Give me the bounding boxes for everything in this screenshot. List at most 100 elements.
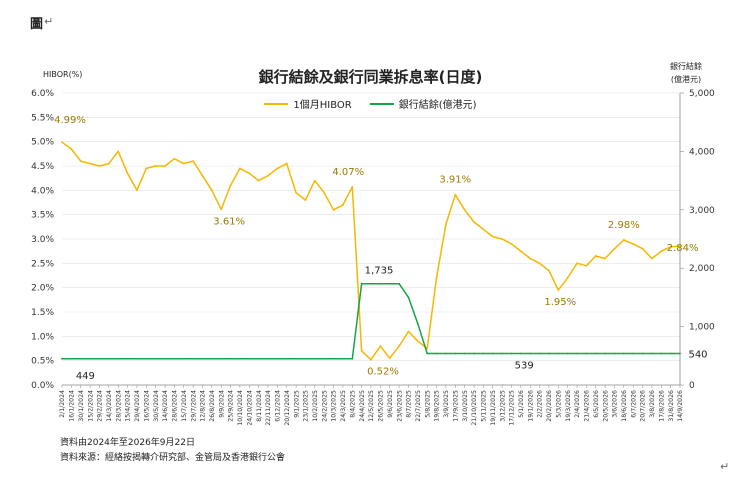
label-layer: 4.99% 3.61% 4.07% 0.52% 3.91% 1.95% 2.98% 2.84%… [54, 115, 707, 382]
hibor-point [641, 247, 644, 250]
hibor-point [501, 238, 503, 240]
hibor-point [566, 277, 569, 279]
x-tick-label: 18/6/2026 [621, 390, 628, 422]
balance-point [276, 357, 279, 360]
x-tick-label: 19/1/2026 [527, 390, 534, 422]
y-left-tick-label: 2.5% [31, 259, 54, 269]
x-tick-label: 9/9/2024 [218, 390, 225, 418]
data-label: 4.99% [54, 115, 86, 126]
y-left-tick-label: 4.0% [31, 186, 54, 196]
balance-point [220, 357, 223, 360]
x-tick-label: 8/4/2025 [349, 390, 356, 418]
x-tick-label: 17/8/2026 [658, 390, 665, 422]
hibor-point [548, 269, 550, 272]
x-tick-label: 17/12/2025 [509, 390, 516, 426]
x-tick-label: 22/7/2025 [415, 390, 422, 422]
hibor-point [576, 262, 578, 265]
note-source: 資料來源：經絡按揭轉介研究部、金管局及香港銀行公會 [60, 453, 286, 463]
balance-point [379, 282, 382, 285]
x-tick-label: 24/2/2025 [321, 390, 328, 422]
x-tick-label: 28/6/2024 [172, 390, 179, 422]
x-tick-label: 24/4/2025 [359, 390, 366, 422]
hibor-point [416, 340, 419, 343]
hibor-point [510, 242, 513, 245]
balance-point [651, 352, 653, 355]
balance-point [566, 352, 569, 355]
hibor-point [435, 277, 438, 279]
notes: 資料由2024年至2026年9月22日 資料來源：經絡按揭轉介研究部、金管局及香… [60, 436, 285, 466]
grid-layer [62, 92, 680, 361]
x-tick-label: 12/5/2025 [368, 390, 375, 422]
data-label: 2.98% [608, 220, 640, 231]
balance-point [548, 352, 550, 355]
balance-point [229, 357, 232, 360]
balance-point [192, 357, 194, 360]
x-tick-label: 5/1/2026 [518, 390, 525, 418]
chart-legend: 1個月HIBOR 銀行結餘(億港元) [0, 96, 741, 111]
hibor-point [519, 250, 522, 253]
balance-point [164, 357, 166, 360]
hibor-point [89, 162, 91, 165]
x-tick-label: 3/6/2026 [612, 390, 619, 418]
balance-point [604, 352, 606, 355]
x-tick-label: 20/12/2024 [284, 390, 291, 426]
hibor-point [426, 347, 429, 350]
x-tick-label: 28/3/2024 [115, 390, 122, 422]
paragraph-mark-icon: ↵ [44, 15, 54, 28]
hibor-point [313, 179, 316, 182]
axis-layer: 0.0% 0.5% 1.0% 1.5% 2.0% 2.5% 3.0% 3.5% 4.0% 4.5%… [31, 89, 715, 426]
x-tick-label: 30/5/2024 [153, 390, 160, 422]
balance-point [267, 357, 269, 360]
x-tick-label: 24/10/2024 [246, 390, 253, 426]
balance-point [416, 322, 419, 325]
document-label: 圖 [30, 17, 44, 32]
balance-point [491, 352, 494, 355]
y-right-tick-label: 3,000 [689, 206, 715, 216]
hibor-point [79, 160, 82, 163]
hibor-point [379, 345, 382, 347]
balance-point [407, 296, 410, 299]
balance-point [98, 357, 101, 360]
data-label: 539 [515, 361, 534, 372]
x-tick-label: 26/5/2025 [378, 390, 385, 422]
y-left-tick-label: 6.0% [31, 89, 54, 99]
x-tick-label: 30/1/2024 [78, 390, 85, 422]
hibor-point [126, 172, 129, 175]
balance-point [529, 352, 532, 355]
x-tick-label: 23/1/2025 [303, 390, 310, 422]
hibor-point [660, 250, 663, 253]
balance-point [519, 352, 522, 355]
hibor-point [285, 162, 288, 165]
balance-point [70, 357, 73, 360]
hibor-point [398, 345, 400, 347]
x-tick-label: 9/6/2025 [387, 390, 394, 418]
x-tick-label: 5/8/2025 [424, 390, 431, 418]
hibor-point [585, 264, 588, 267]
y-right-tick-label: 2,000 [689, 264, 715, 274]
x-tick-label: 6/7/2026 [630, 390, 637, 418]
hibor-line [61, 141, 681, 361]
y-right-tick-label: 5,000 [689, 89, 715, 99]
balance-line [62, 282, 680, 360]
x-tick-label: 10/10/2024 [237, 390, 244, 426]
y-axis-left-title: HIBOR(%) [43, 70, 83, 79]
balance-point [557, 352, 560, 355]
note-date-range: 資料由2024年至2026年9月22日 [60, 438, 195, 448]
x-tick-label: 2/4/2026 [574, 390, 581, 418]
y-left-tick-label: 3.0% [31, 235, 54, 245]
data-label: 540 [688, 349, 707, 360]
x-tick-label: 3/9/2025 [443, 390, 450, 418]
x-tick-label: 19/8/2025 [434, 390, 441, 422]
balance-point [201, 357, 204, 360]
y-left-tick-label: 3.5% [31, 211, 54, 221]
balance-point [370, 282, 372, 285]
hibor-point [482, 228, 485, 231]
balance-point [154, 357, 157, 360]
series-layer [61, 141, 681, 361]
hibor-point [182, 162, 185, 165]
balance-point [285, 357, 288, 360]
balance-point [435, 352, 438, 355]
x-tick-label: 20/2/2026 [546, 390, 553, 422]
hibor-point [220, 208, 223, 211]
